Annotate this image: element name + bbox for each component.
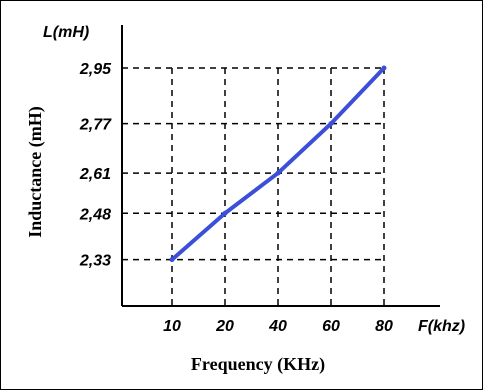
y-unit-label: L(mH) [43,24,89,41]
data-point [328,121,334,127]
data-point [169,257,175,263]
x-tick-label: 60 [322,318,340,335]
grid-layer [122,67,385,306]
data-point [222,210,228,216]
x-tick-label: 20 [215,318,234,335]
series-line [170,66,386,262]
x-tick-label: 10 [163,318,181,335]
y-axis-title: Inductance (mH) [25,106,46,238]
x-axis-title: Frequency (KHz) [191,354,325,375]
data-point [275,170,281,176]
y-tick-label: 2,33 [79,253,111,270]
labels-layer: 2,33 2,48 2,61 2,77 2,95 10 20 40 60 80 [79,61,393,335]
x-tick-label: 80 [375,318,393,335]
x-tick-label: 40 [268,318,287,335]
y-tick-label: 2,61 [79,166,111,183]
data-point [381,65,387,71]
axes-layer [121,25,440,307]
x-unit-label: F(khz) [418,318,465,335]
y-tick-label: 2,95 [79,61,112,78]
y-tick-label: 2,48 [79,206,111,223]
y-tick-label: 2,77 [79,117,112,134]
series-layer [169,65,387,263]
